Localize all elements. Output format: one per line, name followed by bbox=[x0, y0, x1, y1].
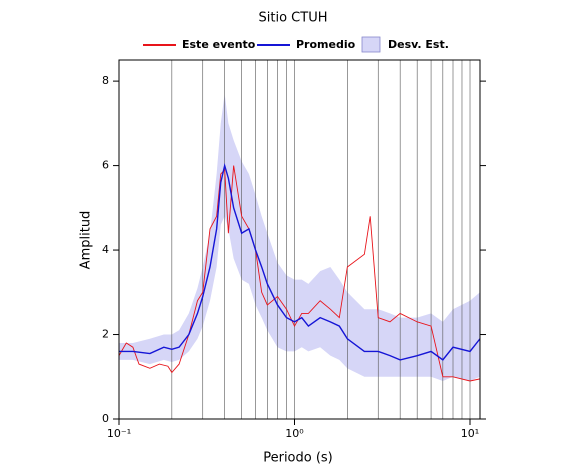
y-tick-label: 0 bbox=[102, 412, 109, 425]
series-line bbox=[118, 165, 481, 382]
chart-title: Sitio CTUH bbox=[259, 11, 328, 26]
legend-label: Desv. Est. bbox=[388, 38, 449, 51]
y-tick-label: 6 bbox=[102, 159, 109, 172]
legend-swatch bbox=[361, 36, 381, 53]
series-line bbox=[119, 162, 481, 361]
legend-label: Promedio bbox=[296, 38, 356, 51]
y-tick-label: 4 bbox=[102, 243, 109, 256]
std-band bbox=[119, 93, 480, 381]
x-tick-label: 10⁰ bbox=[285, 427, 304, 440]
x-tick-label: 10⁻¹ bbox=[107, 427, 131, 440]
legend-label: Este evento bbox=[182, 38, 256, 51]
plot-frame bbox=[118, 59, 481, 420]
y-axis-label: Amplitud bbox=[79, 211, 94, 270]
y-tick-label: 2 bbox=[102, 328, 109, 341]
x-axis-label: Periodo (s) bbox=[263, 451, 333, 466]
y-tick-label: 8 bbox=[102, 74, 109, 87]
x-tick-label: 10¹ bbox=[461, 427, 479, 440]
